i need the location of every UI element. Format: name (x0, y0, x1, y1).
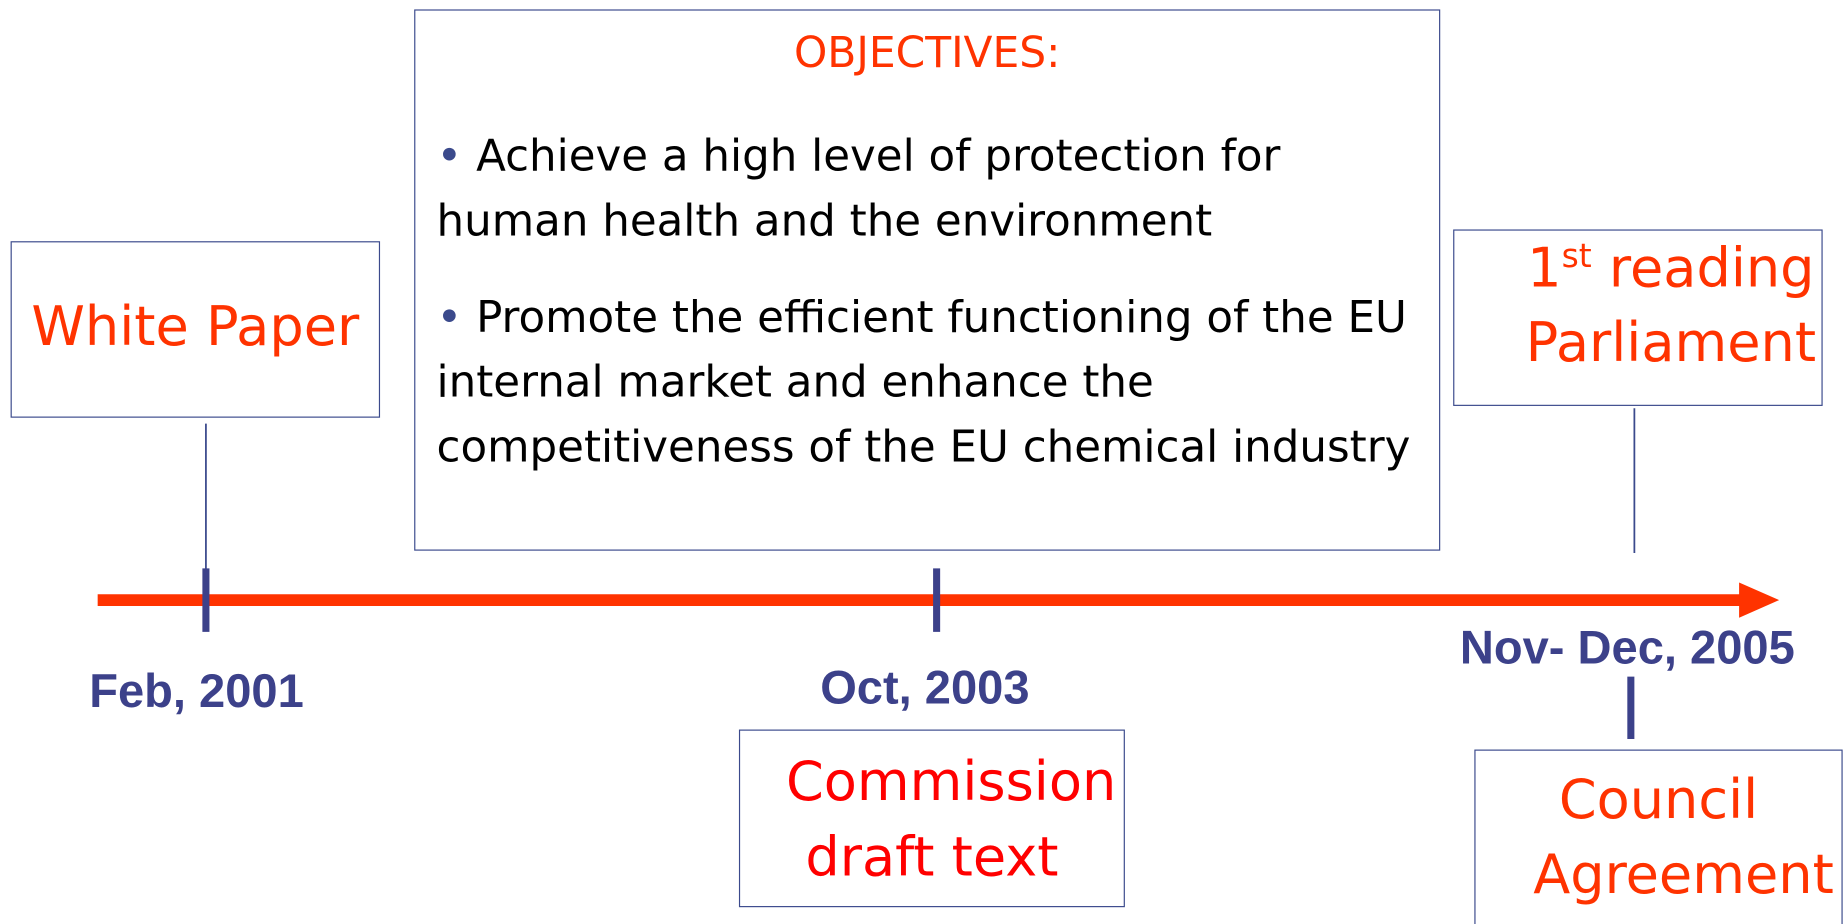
event-date: Nov- Dec, 2005 (1459, 622, 1795, 675)
event-label: White Paper (31, 294, 360, 358)
objective-item: • Promote the efficient functioning of t… (436, 291, 1411, 472)
event-date: Oct, 2003 (820, 662, 1030, 715)
event-box (1474, 749, 1843, 924)
event-label: Commission draft text (786, 749, 1117, 889)
event-label: Council Agreement (1533, 767, 1834, 907)
objectives-box: OBJECTIVES: • Achieve a high level of pr… (414, 9, 1441, 551)
ordinal: 1 (1527, 235, 1562, 300)
objective-text: Achieve a high level of protection for h… (436, 130, 1281, 246)
event-box (1453, 229, 1823, 406)
objective-text: Promote the efficient functioning of the… (436, 291, 1411, 472)
event-date: Feb, 2001 (89, 665, 304, 718)
objectives-title: OBJECTIVES: (793, 29, 1061, 78)
arrow-head (1739, 582, 1780, 618)
event-box (10, 241, 381, 418)
label-text: reading Parliament (1525, 235, 1817, 375)
ordinal-suffix: st (1561, 236, 1592, 276)
objective-item: • Achieve a high level of protection for… (436, 130, 1281, 246)
event-box (738, 729, 1125, 908)
event-label: 1st reading Parliament (1508, 219, 1833, 381)
